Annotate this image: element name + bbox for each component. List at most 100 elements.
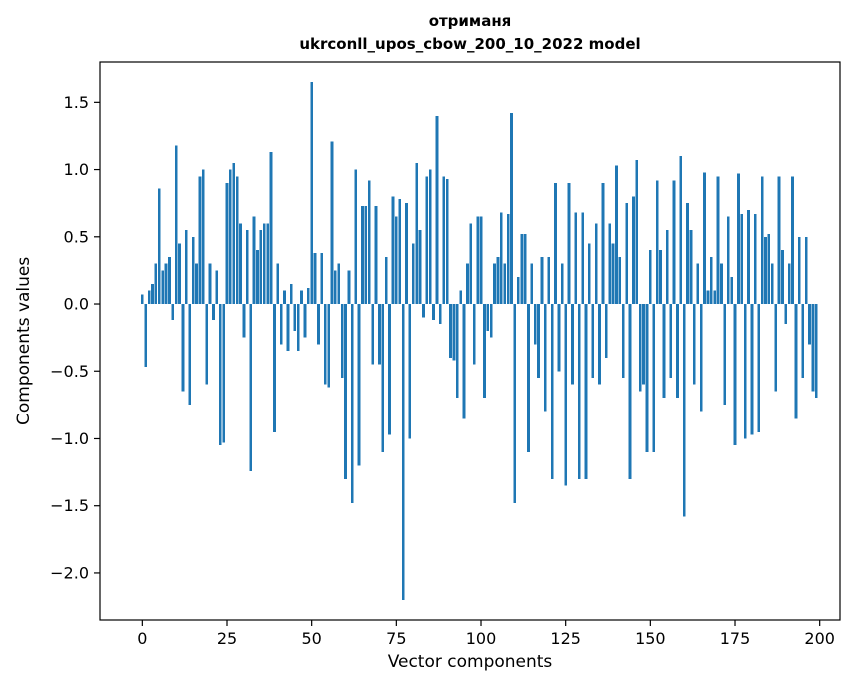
bar <box>161 270 165 305</box>
bar <box>787 263 791 305</box>
bar <box>564 304 568 486</box>
bar <box>611 243 615 305</box>
x-axis-ticks: 0 25 50 75 100 125 150 175 200 <box>137 620 835 648</box>
bar <box>303 304 307 338</box>
bar <box>642 304 645 385</box>
bar <box>306 287 310 305</box>
bar <box>486 304 490 331</box>
bar <box>188 304 192 405</box>
bar <box>591 304 595 378</box>
bar <box>794 304 798 419</box>
bar <box>466 263 469 305</box>
bar <box>659 250 662 305</box>
y-tick-label: 1.0 <box>64 160 89 179</box>
bar <box>269 152 273 305</box>
bar <box>804 236 808 305</box>
bar <box>740 213 744 305</box>
bar <box>594 223 598 305</box>
bar <box>784 304 788 325</box>
bar <box>537 304 540 378</box>
bar <box>327 304 330 388</box>
bar <box>706 290 710 305</box>
bar <box>811 304 815 392</box>
bar <box>181 304 185 392</box>
x-axis-label: Vector components <box>387 652 553 672</box>
bar <box>814 304 818 399</box>
plot-frame <box>99 61 841 621</box>
bar <box>334 270 337 305</box>
bar <box>279 304 283 345</box>
bar <box>608 223 612 305</box>
bar <box>655 180 659 305</box>
bar <box>709 256 713 305</box>
bar <box>185 230 188 305</box>
bar <box>252 216 256 305</box>
bar <box>554 183 557 305</box>
y-axis-ticks: −2.0 −1.5 −1.0 −0.5 0.0 0.5 1.0 1.5 <box>50 93 100 582</box>
bar <box>567 183 571 305</box>
bar <box>239 223 242 305</box>
x-tick-label: 125 <box>550 629 581 648</box>
bar <box>584 304 588 479</box>
bar <box>408 304 412 439</box>
chart-title: отриманя ukrconll_upos_cbow_200_10_2022 … <box>100 10 840 56</box>
bar <box>320 252 324 305</box>
bar <box>323 304 327 385</box>
bar <box>347 270 351 305</box>
bar <box>696 263 700 305</box>
bar <box>550 304 554 479</box>
bar <box>693 304 696 385</box>
x-tick-label: 175 <box>720 629 751 648</box>
bar <box>747 209 750 305</box>
bar <box>588 243 591 305</box>
bar <box>496 256 500 305</box>
bar <box>774 304 778 392</box>
bar <box>245 230 249 305</box>
bar <box>716 176 720 305</box>
bar <box>577 304 581 479</box>
y-tick-label: −1.0 <box>50 429 89 448</box>
bar <box>503 263 507 305</box>
bar <box>256 250 259 305</box>
bar <box>544 304 547 412</box>
bar <box>229 169 232 305</box>
bar <box>330 141 334 305</box>
bar <box>357 304 361 466</box>
bar <box>337 263 341 305</box>
bar <box>212 304 215 321</box>
bar <box>425 176 429 305</box>
bar <box>652 304 656 452</box>
bar <box>296 304 300 352</box>
bar <box>428 169 432 305</box>
bar <box>422 304 425 318</box>
bar <box>222 304 225 443</box>
bar <box>445 178 449 305</box>
bar <box>374 205 378 305</box>
bar <box>286 304 290 352</box>
bar <box>344 304 347 479</box>
bar <box>205 304 209 385</box>
bar <box>415 162 419 305</box>
bar <box>151 283 154 305</box>
bar <box>140 294 144 305</box>
bar <box>215 270 219 305</box>
x-tick-label: 75 <box>386 629 406 648</box>
bar <box>198 176 202 305</box>
bar <box>638 304 642 392</box>
x-tick-label: 100 <box>466 629 497 648</box>
bar <box>798 236 801 305</box>
bar <box>733 304 737 446</box>
bar <box>310 82 314 305</box>
bar <box>720 263 723 305</box>
bar <box>225 183 229 305</box>
bar <box>645 304 649 452</box>
bar <box>604 304 608 358</box>
bar <box>635 160 639 305</box>
bar <box>459 290 463 305</box>
bar <box>506 213 510 305</box>
bar <box>625 203 628 305</box>
bar <box>530 263 534 305</box>
bar <box>753 213 757 305</box>
bar <box>618 256 622 305</box>
